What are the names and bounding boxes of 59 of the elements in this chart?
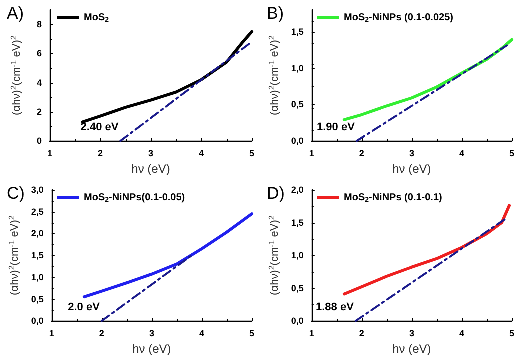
y-tick-label: 0,5 [291, 100, 304, 110]
y-tick-label: 1,5 [291, 218, 304, 228]
x-axis-title: hν (eV) [392, 342, 432, 356]
y-tick-label: 1,5 [31, 250, 44, 261]
x-tick-label: 5 [249, 328, 255, 339]
annotation: 1.88 eV [316, 302, 355, 314]
y-tick-label: 2,5 [31, 206, 44, 217]
y-tick-label: 0,5 [31, 294, 44, 304]
y-axis-title: (αhν)2(cm-1 eV)2 [10, 35, 23, 116]
chart-title: B) [267, 4, 284, 23]
y-tick-label: 1,0 [31, 272, 44, 282]
x-tick-label: 4 [459, 328, 464, 339]
y-tick-label: 6 [36, 48, 42, 59]
x-tick-label: 1 [47, 148, 53, 159]
x-tick-label: 5 [249, 148, 255, 159]
x-axis-title: hν (eV) [132, 342, 172, 356]
y-tick-label: 4 [36, 78, 42, 88]
y-tick-label: 2,0 [31, 228, 44, 239]
y-tick-label: 1,0 [291, 250, 304, 261]
line-series [82, 212, 254, 299]
x-tick-label: 1 [309, 328, 314, 339]
y-tick-label: 0,0 [291, 136, 304, 146]
chart-title: C) [7, 184, 25, 203]
x-tick-label: 3 [149, 328, 154, 339]
x-tick-label: 3 [409, 148, 414, 159]
y-tick-label: 0,0 [291, 316, 304, 326]
x-tick-label: 2 [98, 148, 104, 159]
y-tick-label: 2 [36, 106, 42, 117]
x-tick-label: 4 [199, 328, 204, 339]
y-axis-title: (αhν)2(cm-1 eV)2 [268, 35, 281, 116]
annotation: 2.0 eV [68, 302, 101, 314]
chart-title: D) [267, 184, 285, 203]
y-tick-label: 0 [36, 136, 42, 146]
y-tick-label: 0,5 [291, 283, 304, 294]
y-tick-label: 3,0 [31, 185, 44, 195]
x-axis-title: hν (eV) [132, 162, 170, 176]
x-tick-label: 4 [459, 148, 464, 159]
y-tick-label: 1,5 [291, 26, 304, 37]
x-tick-label: 2 [359, 148, 364, 159]
x-tick-label: 5 [509, 148, 515, 159]
x-tick-label: 2 [359, 328, 364, 339]
x-tick-label: 5 [509, 328, 515, 339]
y-axis-title: (αhν)2(cm-1 eV)2 [268, 215, 281, 296]
line-series [342, 204, 511, 296]
x-tick-label: 4 [198, 148, 204, 159]
chart-title: A) [7, 4, 24, 23]
y-axis-title: (αhν)2(cm-1 eV)2 [8, 215, 21, 296]
x-axis-title: hν (eV) [392, 162, 432, 176]
annotation: 2.40 eV [80, 122, 120, 134]
x-tick-label: 2 [99, 328, 104, 339]
y-tick-label: 0,0 [31, 316, 44, 326]
annotation: 1.90 eV [317, 122, 356, 134]
x-tick-label: 1 [309, 148, 314, 159]
y-tick-label: 1,0 [291, 63, 304, 74]
y-tick-label: 8 [36, 20, 42, 30]
y-tick-label: 2,0 [291, 185, 304, 195]
x-tick-label: 3 [148, 148, 154, 159]
x-tick-label: 1 [49, 328, 54, 339]
x-tick-label: 3 [409, 328, 414, 339]
